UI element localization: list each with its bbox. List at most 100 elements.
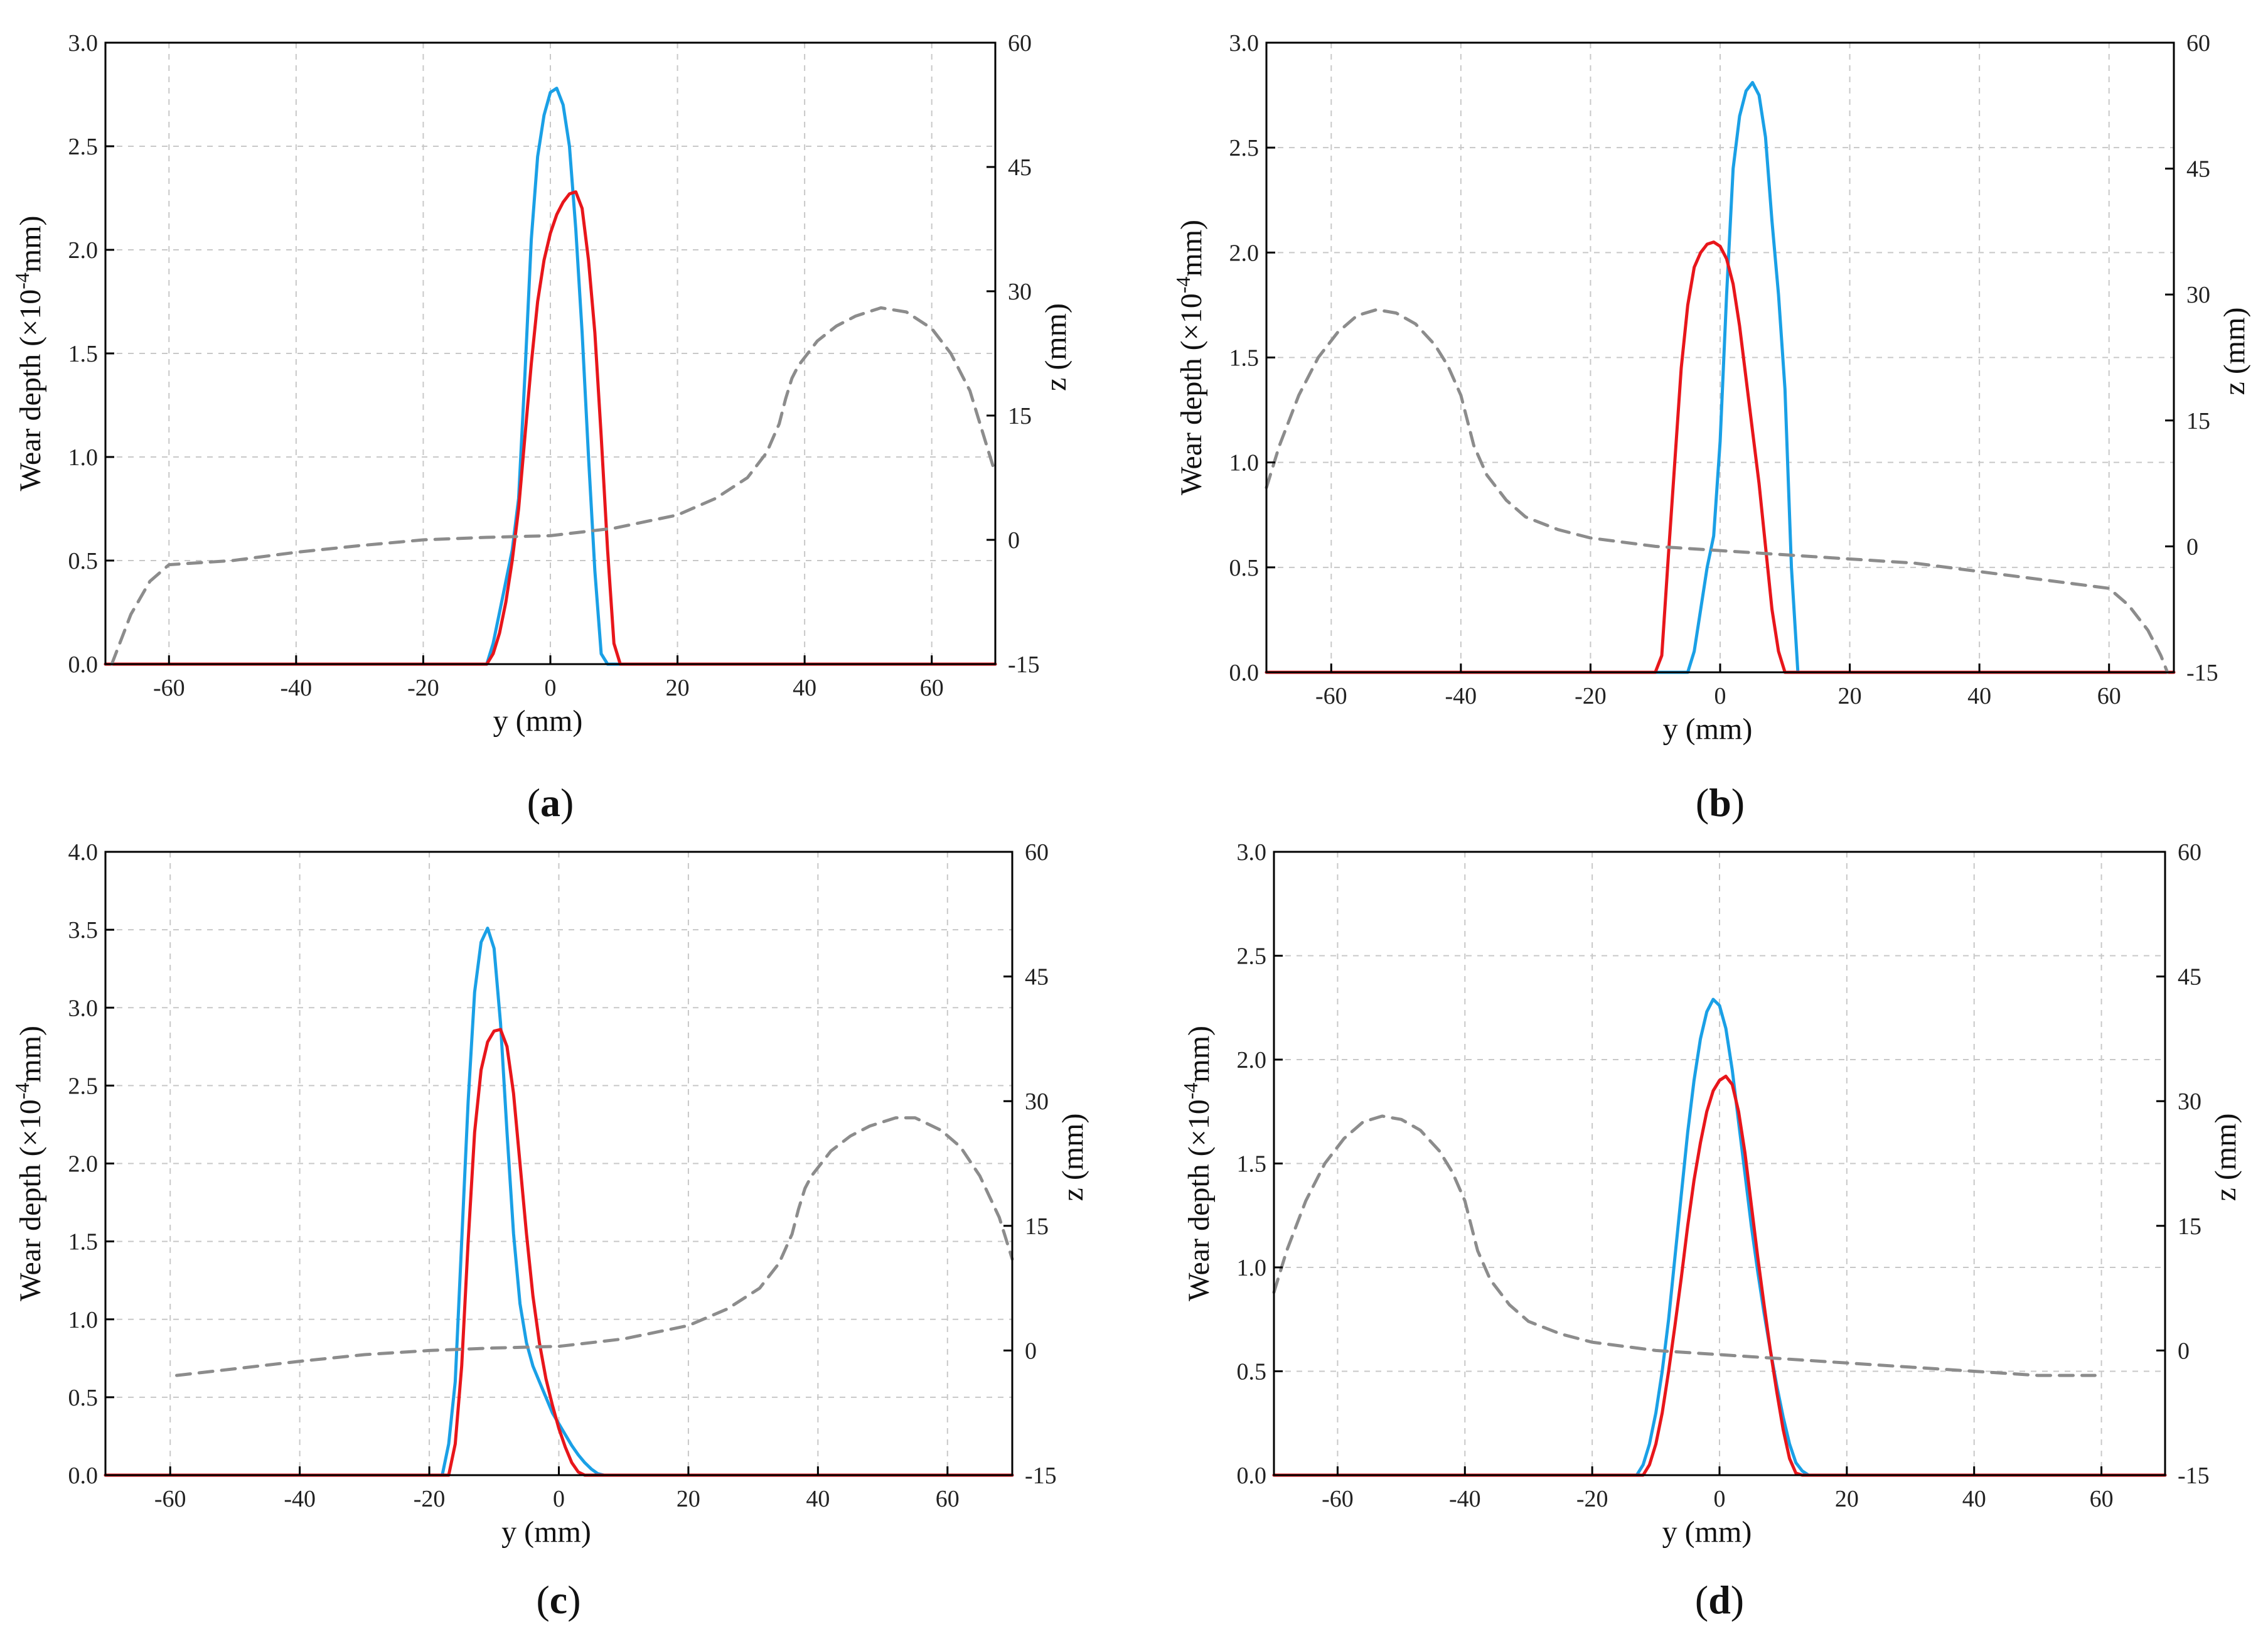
y-axis-label-left-sup-c: -4 bbox=[11, 1083, 33, 1100]
y2tick-label-d-1: 0 bbox=[2178, 1338, 2190, 1364]
panel-caption-letter-d: d bbox=[1708, 1577, 1731, 1622]
ytick-label-d-6: 3.0 bbox=[1237, 839, 1267, 866]
y-axis-label-right-d: z (mm) bbox=[2209, 1114, 2242, 1201]
ytick-label-b-6: 3.0 bbox=[1229, 30, 1260, 56]
panel-caption-open-d: ( bbox=[1695, 1577, 1708, 1622]
ytick-label-a-4: 2.0 bbox=[68, 237, 99, 264]
panel-caption-close-c: ) bbox=[567, 1577, 580, 1622]
y2tick-label-b-2: 15 bbox=[2186, 408, 2210, 434]
panel-caption-open-c: ( bbox=[536, 1577, 549, 1622]
ytick-label-b-1: 0.5 bbox=[1229, 555, 1260, 581]
ytick-label-b-4: 2.0 bbox=[1229, 240, 1260, 266]
ytick-label-c-1: 0.5 bbox=[68, 1385, 99, 1411]
y2tick-label-d-0: -15 bbox=[2178, 1463, 2210, 1489]
panel-caption-close-d: ) bbox=[1731, 1577, 1744, 1622]
panel-caption-letter-a: a bbox=[540, 780, 560, 825]
x-axis-label-d: y (mm) bbox=[1662, 1515, 1752, 1549]
panel-caption-close-a: ) bbox=[560, 780, 574, 825]
ytick-label-c-5: 2.5 bbox=[68, 1073, 99, 1099]
panel-caption-open-a: ( bbox=[527, 780, 540, 825]
y2tick-label-a-3: 30 bbox=[1008, 279, 1032, 305]
ytick-label-c-8: 4.0 bbox=[68, 839, 99, 866]
xtick-label-a-5: 40 bbox=[793, 675, 816, 701]
ytick-label-a-0: 0.0 bbox=[68, 652, 99, 678]
y-axis-label-left-sup-d: -4 bbox=[1179, 1083, 1202, 1100]
xtick-label-d-2: -20 bbox=[1576, 1486, 1608, 1512]
ytick-label-d-4: 2.0 bbox=[1237, 1047, 1267, 1073]
series-blue-c bbox=[104, 927, 1014, 1477]
xtick-label-d-3: 0 bbox=[1714, 1486, 1726, 1512]
ytick-label-c-0: 0.0 bbox=[68, 1463, 99, 1489]
xtick-label-b-4: 20 bbox=[1838, 683, 1862, 709]
chart-panel-a: -60 -40 -20 0 20 40 600.00.51.01.52.02.53.0-15… bbox=[11, 30, 1072, 825]
xtick-label-c-1: -40 bbox=[284, 1486, 316, 1512]
y-axis-label-right-b: z (mm) bbox=[2218, 308, 2251, 395]
series-profile-d bbox=[1272, 1114, 2097, 1377]
y2tick-label-c-1: 0 bbox=[1025, 1338, 1037, 1364]
y-axis-label-left-unit-d: mm) bbox=[1182, 1026, 1216, 1083]
y-axis-label-left-sup-a: -4 bbox=[11, 272, 33, 289]
series-blue-b bbox=[1265, 81, 2176, 674]
y2tick-label-d-2: 15 bbox=[2178, 1213, 2201, 1240]
ytick-label-d-5: 2.5 bbox=[1237, 943, 1267, 970]
ytick-label-b-3: 1.5 bbox=[1229, 345, 1260, 372]
ytick-label-a-3: 1.5 bbox=[68, 341, 99, 367]
y2tick-label-c-0: -15 bbox=[1025, 1463, 1057, 1489]
y2tick-label-a-2: 15 bbox=[1008, 403, 1032, 429]
series-profile-c bbox=[175, 1116, 1014, 1377]
ytick-label-a-2: 1.0 bbox=[68, 444, 99, 471]
xtick-label-c-4: 20 bbox=[677, 1486, 700, 1512]
ytick-label-a-1: 0.5 bbox=[68, 548, 99, 574]
ytick-label-d-0: 0.0 bbox=[1237, 1463, 1267, 1489]
xtick-label-b-6: 60 bbox=[2097, 683, 2121, 709]
ytick-label-c-7: 3.5 bbox=[68, 917, 99, 943]
y2tick-label-a-4: 45 bbox=[1008, 154, 1032, 181]
xtick-label-a-3: 0 bbox=[545, 675, 557, 701]
panel-caption-close-b: ) bbox=[1731, 780, 1745, 825]
ytick-label-c-3: 1.5 bbox=[68, 1229, 99, 1255]
xtick-label-b-5: 40 bbox=[1967, 683, 1991, 709]
xtick-label-a-0: -60 bbox=[153, 675, 185, 701]
panel-caption-c: (c) bbox=[536, 1577, 580, 1622]
y-axis-label-left-unit-c: mm) bbox=[14, 1026, 47, 1083]
y2tick-label-d-4: 45 bbox=[2178, 964, 2201, 991]
x-axis-label-b: y (mm) bbox=[1663, 712, 1753, 746]
panel-caption-a: (a) bbox=[527, 780, 574, 825]
y2tick-label-c-4: 45 bbox=[1025, 964, 1049, 991]
series-red-c bbox=[104, 1028, 1014, 1477]
y-axis-label-left-c: Wear depth (×10-4mm) bbox=[11, 1026, 47, 1301]
y2tick-label-c-5: 60 bbox=[1025, 839, 1049, 866]
xtick-label-a-1: -40 bbox=[281, 675, 313, 701]
ytick-label-c-4: 2.0 bbox=[68, 1151, 99, 1178]
ytick-label-d-3: 1.5 bbox=[1237, 1151, 1267, 1178]
y-axis-label-right-a: z (mm) bbox=[1039, 303, 1072, 391]
series-blue-a bbox=[104, 87, 997, 666]
y2tick-label-d-3: 30 bbox=[2178, 1088, 2201, 1115]
series-blue-d bbox=[1272, 997, 2167, 1477]
y-axis-label-left-a: Wear depth (×10-4mm) bbox=[11, 215, 47, 491]
series-profile-b bbox=[1265, 308, 2169, 674]
y2tick-label-a-1: 0 bbox=[1008, 527, 1020, 554]
ytick-label-b-2: 1.0 bbox=[1229, 450, 1260, 476]
y-axis-label-left-text-a: Wear depth (×10 bbox=[14, 289, 47, 492]
y-axis-label-left-d: Wear depth (×10-4mm) bbox=[1179, 1026, 1216, 1301]
xtick-label-c-2: -20 bbox=[414, 1486, 446, 1512]
panel-caption-letter-b: b bbox=[1709, 780, 1731, 825]
y2tick-label-b-4: 45 bbox=[2186, 156, 2210, 183]
xtick-label-b-3: 0 bbox=[1714, 683, 1726, 709]
ytick-label-c-2: 1.0 bbox=[68, 1307, 99, 1333]
x-axis-label-c: y (mm) bbox=[501, 1515, 591, 1549]
chart-panel-d: -60 -40 -20 0 20 40 600.00.51.01.52.02.53.0-15… bbox=[1179, 839, 2242, 1622]
ytick-label-b-5: 2.5 bbox=[1229, 135, 1260, 161]
xtick-label-c-5: 40 bbox=[806, 1486, 830, 1512]
y-axis-label-left-text-d: Wear depth (×10 bbox=[1182, 1099, 1216, 1301]
xtick-label-d-4: 20 bbox=[1835, 1486, 1859, 1512]
panel-caption-letter-c: c bbox=[550, 1577, 567, 1622]
panel-caption-b: (b) bbox=[1696, 780, 1745, 825]
series-profile-a bbox=[110, 306, 997, 666]
y2tick-label-a-0: -15 bbox=[1008, 652, 1040, 678]
xtick-label-d-6: 60 bbox=[2090, 1486, 2114, 1512]
panel-caption-d: (d) bbox=[1695, 1577, 1744, 1622]
chart-panel-c: -60 -40 -20 0 20 40 600.00.51.01.52.02.53.03.5… bbox=[11, 839, 1089, 1622]
series-red-d bbox=[1272, 1075, 2167, 1477]
